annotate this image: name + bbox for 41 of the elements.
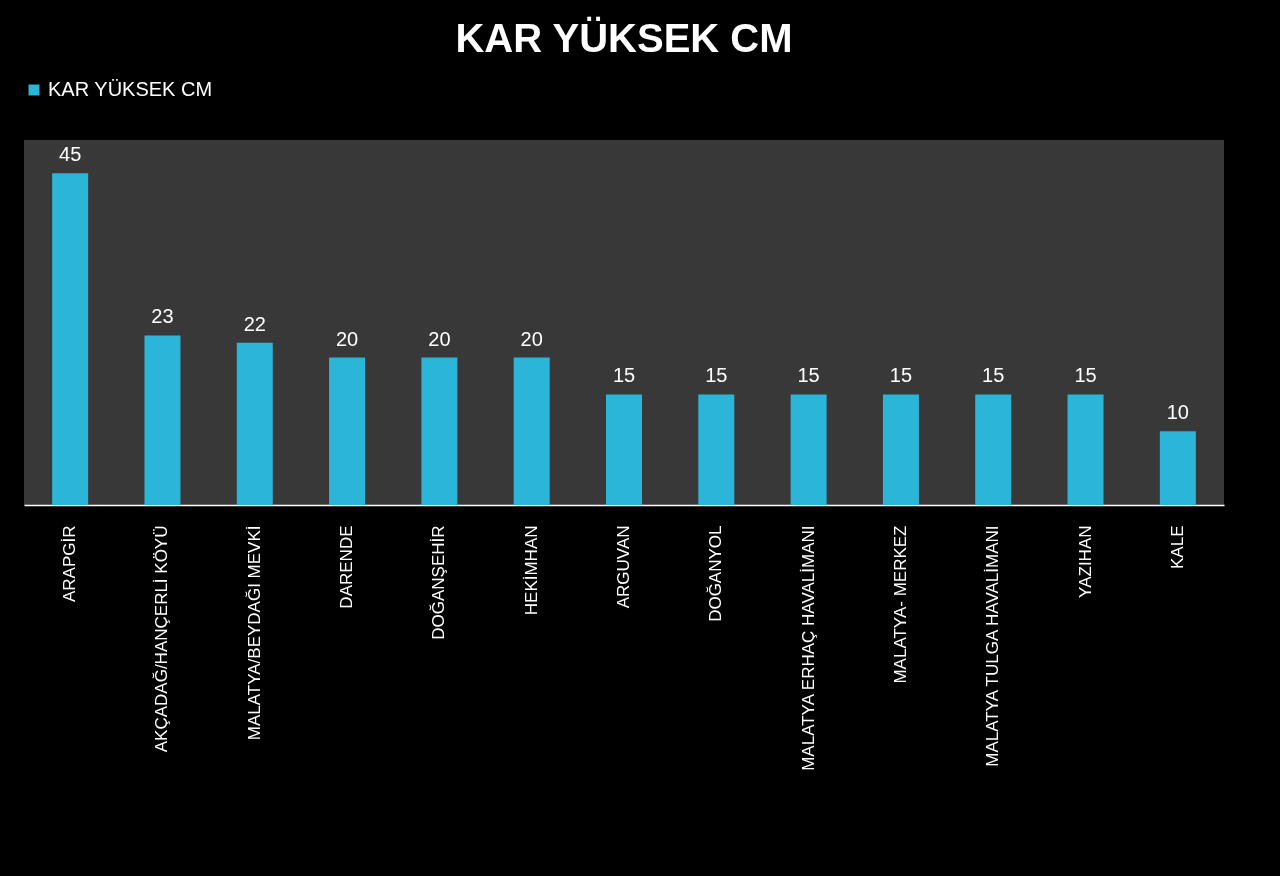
bar <box>329 357 366 505</box>
data-label: 10 <box>1166 401 1189 424</box>
data-label: 15 <box>982 364 1005 387</box>
data-label: 20 <box>335 327 359 350</box>
x-tick-label: MALATYA/BEYDAĞI MEVKİ <box>244 525 264 741</box>
x-tick-label: KALE <box>1167 525 1187 569</box>
bar <box>790 394 827 505</box>
chart-title: KAR YÜKSEK CM <box>455 16 793 60</box>
x-tick-label: DARENDE <box>337 525 357 609</box>
data-label: 15 <box>889 364 913 387</box>
bar <box>421 357 458 505</box>
x-tick-label: ARGUVAN <box>614 525 633 609</box>
data-label: 15 <box>612 364 636 387</box>
data-label: 20 <box>428 327 451 350</box>
x-tick-label: HEKİMHAN <box>521 525 541 616</box>
data-label: 15 <box>1074 364 1097 387</box>
x-tick-label: MALATYA ERHAÇ HAVALİMANI <box>798 525 818 771</box>
bar <box>1159 431 1196 505</box>
bar <box>975 394 1012 505</box>
bar <box>52 173 89 505</box>
data-label: 15 <box>797 364 820 387</box>
x-tick-label: DOĞANŞEHİR <box>429 525 449 640</box>
x-tick-label: MALATYA TULGA HAVALİMANI <box>983 525 1003 767</box>
bar <box>1067 394 1104 505</box>
bar <box>698 394 735 505</box>
data-label: 22 <box>243 312 266 335</box>
data-label: 45 <box>59 143 82 166</box>
x-tick-label: MALATYA- MERKEZ <box>890 525 910 684</box>
x-tick-label: YAZIHAN <box>1075 525 1095 598</box>
data-label: 15 <box>705 364 728 387</box>
legend-label: KAR YÜKSEK CM <box>48 78 213 100</box>
x-tick-label: DOĞANYOL <box>706 525 726 622</box>
data-label: 20 <box>520 327 543 350</box>
bar <box>144 335 181 505</box>
x-tick-label: ARAPGİR <box>60 525 80 603</box>
bar <box>882 394 919 505</box>
bar <box>606 394 642 505</box>
x-tick-label: AKÇADAĞ/HANÇERLİ KÖYÜ <box>152 525 172 753</box>
bar <box>236 342 273 505</box>
bar <box>513 357 550 505</box>
data-label: 23 <box>151 305 174 328</box>
